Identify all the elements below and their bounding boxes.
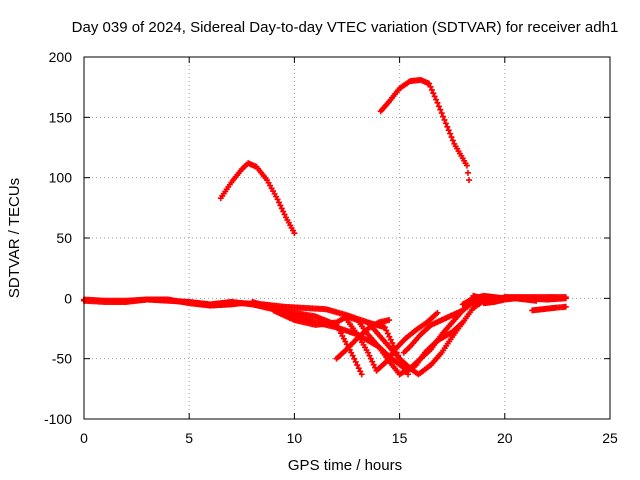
x-tick-label: 15 <box>392 430 408 446</box>
data-marks <box>81 76 569 378</box>
data-point <box>369 358 376 365</box>
data-point <box>433 96 440 103</box>
series-tail-3 <box>529 303 569 314</box>
data-point <box>281 211 288 218</box>
y-tick-label: 0 <box>64 290 72 306</box>
data-point <box>426 80 433 87</box>
data-point <box>440 113 447 120</box>
data-point <box>438 110 445 117</box>
data-point <box>274 196 281 203</box>
data-point <box>277 202 284 209</box>
data-point <box>463 162 470 169</box>
data-point <box>358 371 365 378</box>
x-tick-label: 0 <box>80 430 88 446</box>
data-point <box>389 339 396 346</box>
y-tick-label: 100 <box>49 170 73 186</box>
data-point <box>437 106 444 113</box>
data-point <box>430 90 437 97</box>
data-point <box>459 307 466 314</box>
x-axis-label: GPS time / hours <box>288 457 402 474</box>
data-point <box>533 297 540 304</box>
data-point <box>278 205 285 212</box>
data-point <box>366 352 373 359</box>
series-arc-b <box>377 76 473 184</box>
data-point <box>387 336 394 343</box>
data-point <box>357 368 364 375</box>
chart-title: Day 039 of 2024, Sidereal Day-to-day VTE… <box>72 19 619 36</box>
data-point <box>386 317 393 324</box>
data-point <box>464 169 471 176</box>
data-point <box>386 333 393 340</box>
data-point <box>280 208 287 215</box>
x-tick-label: 5 <box>185 430 193 446</box>
data-point <box>291 230 298 237</box>
data-point <box>447 130 454 137</box>
x-tick-label: 10 <box>287 430 303 446</box>
data-point <box>431 93 438 100</box>
data-point <box>351 355 358 362</box>
data-point <box>365 349 372 356</box>
data-point <box>435 103 442 110</box>
data-point <box>383 327 390 334</box>
series-curve-5 <box>333 317 393 362</box>
data-point <box>428 86 435 93</box>
data-point <box>442 120 449 127</box>
data-point <box>445 127 452 134</box>
y-tick-label: -100 <box>44 411 72 427</box>
series-curve-6 <box>400 307 466 356</box>
data-point <box>434 99 441 106</box>
data-point <box>275 199 282 206</box>
data-point <box>449 137 456 144</box>
data-point <box>367 355 374 362</box>
data-point <box>381 324 388 331</box>
y-tick-label: 200 <box>49 49 73 65</box>
data-point <box>348 349 355 356</box>
data-point <box>352 358 359 365</box>
y-tick-label: 50 <box>56 230 72 246</box>
data-point <box>354 362 361 369</box>
y-axis-label: SDTVAR / TECUs <box>6 178 23 298</box>
data-point <box>370 361 377 368</box>
x-tick-label: 20 <box>497 430 513 446</box>
data-point <box>562 303 569 310</box>
data-point <box>355 365 362 372</box>
data-point <box>444 123 451 130</box>
data-point <box>349 352 356 359</box>
axis-ticks: 0 5 10 15 20 25 -100 -50 0 50 100 150 200 <box>44 49 618 446</box>
grid <box>84 57 610 419</box>
data-point <box>427 83 434 90</box>
plot-frame <box>83 56 611 420</box>
series-tail-4 <box>480 295 540 307</box>
data-point <box>384 330 391 337</box>
series-curve-4 <box>365 297 487 378</box>
y-tick-label: 150 <box>49 109 73 125</box>
series-arc-a <box>217 160 298 237</box>
data-point <box>466 177 473 184</box>
x-tick-label: 25 <box>602 430 618 446</box>
y-tick-label: -50 <box>52 351 72 367</box>
data-point <box>441 116 448 123</box>
data-point <box>434 309 441 316</box>
data-point <box>562 294 569 301</box>
data-point <box>448 134 455 141</box>
